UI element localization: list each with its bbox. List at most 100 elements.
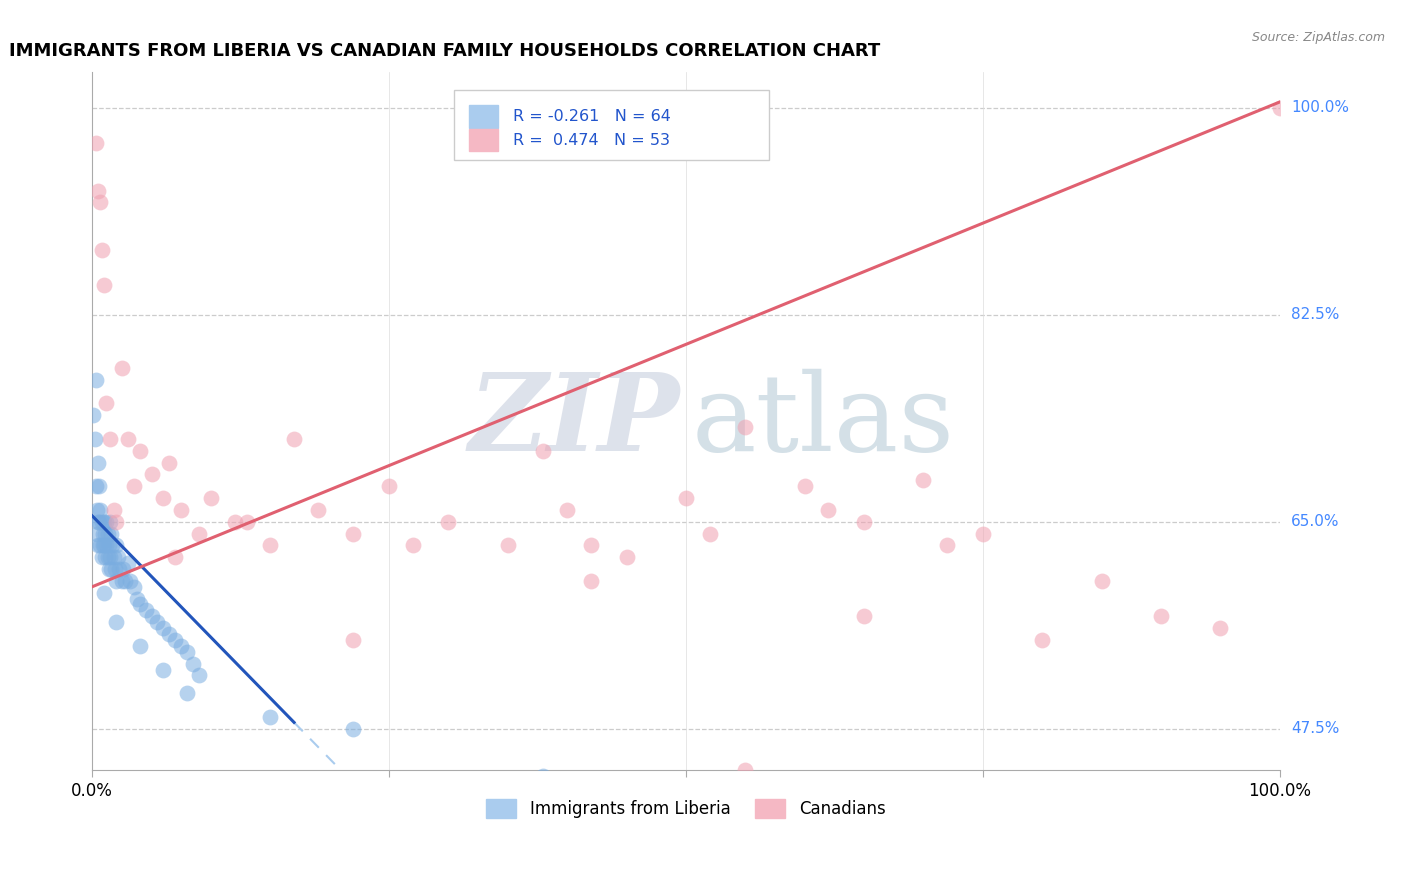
Point — [165, 632, 187, 647]
Point — [84, 136, 107, 151]
Point — [555, 503, 578, 517]
Point — [579, 538, 602, 552]
Point — [152, 663, 174, 677]
Point — [259, 710, 281, 724]
Point — [103, 503, 125, 517]
Point — [259, 538, 281, 552]
Text: 47.5%: 47.5% — [1291, 721, 1339, 736]
Point — [104, 538, 127, 552]
Point — [83, 432, 105, 446]
Point — [104, 615, 127, 630]
Point — [90, 515, 112, 529]
Point — [103, 550, 125, 565]
Point — [114, 574, 136, 588]
Point — [84, 479, 107, 493]
Point — [533, 443, 555, 458]
Legend: Immigrants from Liberia, Canadians: Immigrants from Liberia, Canadians — [479, 792, 893, 824]
Point — [90, 550, 112, 565]
Point — [141, 609, 163, 624]
Point — [96, 515, 118, 529]
Point — [936, 538, 959, 552]
Point — [111, 361, 134, 376]
Point — [146, 615, 169, 630]
Point — [89, 538, 111, 552]
Point — [200, 491, 222, 505]
Point — [93, 515, 115, 529]
Text: 100.0%: 100.0% — [1291, 101, 1348, 115]
Point — [87, 184, 110, 198]
Point — [188, 668, 211, 682]
Point — [128, 598, 150, 612]
Point — [98, 550, 121, 565]
Text: ZIP: ZIP — [468, 368, 681, 475]
Point — [912, 473, 935, 487]
Point — [93, 278, 115, 293]
Point — [853, 515, 876, 529]
Point — [128, 443, 150, 458]
Point — [853, 609, 876, 624]
Point — [97, 562, 120, 576]
Point — [1209, 621, 1232, 635]
Point — [86, 526, 108, 541]
Point — [165, 550, 187, 565]
Point — [128, 639, 150, 653]
Point — [122, 580, 145, 594]
Point — [152, 621, 174, 635]
Point — [188, 526, 211, 541]
Point — [107, 550, 129, 565]
Point — [87, 515, 110, 529]
Point — [89, 503, 111, 517]
Point — [342, 722, 364, 736]
Point — [120, 574, 142, 588]
Point — [117, 432, 139, 446]
Point — [104, 562, 127, 576]
Bar — [468, 129, 498, 152]
Point — [342, 526, 364, 541]
Point — [87, 538, 110, 552]
Point — [94, 526, 117, 541]
Point — [734, 420, 756, 434]
Point — [378, 479, 401, 493]
Point — [1268, 101, 1291, 115]
Point — [699, 526, 721, 541]
Point — [97, 526, 120, 541]
Text: 82.5%: 82.5% — [1291, 308, 1339, 322]
Text: Source: ZipAtlas.com: Source: ZipAtlas.com — [1251, 31, 1385, 45]
Point — [675, 491, 697, 505]
Point — [100, 562, 122, 576]
Point — [437, 515, 460, 529]
Text: R = -0.261   N = 64: R = -0.261 N = 64 — [513, 109, 671, 124]
Point — [89, 195, 111, 210]
Text: 65.0%: 65.0% — [1291, 514, 1340, 529]
Point — [176, 686, 198, 700]
Point — [100, 526, 122, 541]
Point — [533, 769, 555, 783]
Point — [96, 396, 118, 410]
Point — [461, 787, 484, 801]
Point — [98, 515, 121, 529]
Point — [86, 503, 108, 517]
Point — [342, 632, 364, 647]
Point — [87, 456, 110, 470]
Point — [98, 432, 121, 446]
Point — [122, 479, 145, 493]
Point — [91, 526, 114, 541]
Point — [1090, 574, 1112, 588]
Point — [108, 562, 131, 576]
Text: atlas: atlas — [692, 368, 955, 474]
Point — [235, 515, 257, 529]
Point — [117, 556, 139, 570]
Point — [1031, 632, 1053, 647]
Point — [157, 627, 180, 641]
Point — [90, 243, 112, 257]
Point — [734, 763, 756, 777]
Point — [972, 526, 994, 541]
Point — [127, 591, 149, 606]
Point — [93, 585, 115, 599]
Point — [82, 409, 104, 423]
Point — [93, 538, 115, 552]
Point — [170, 639, 193, 653]
Point — [176, 645, 198, 659]
Text: R =  0.474   N = 53: R = 0.474 N = 53 — [513, 133, 669, 147]
Point — [224, 515, 246, 529]
